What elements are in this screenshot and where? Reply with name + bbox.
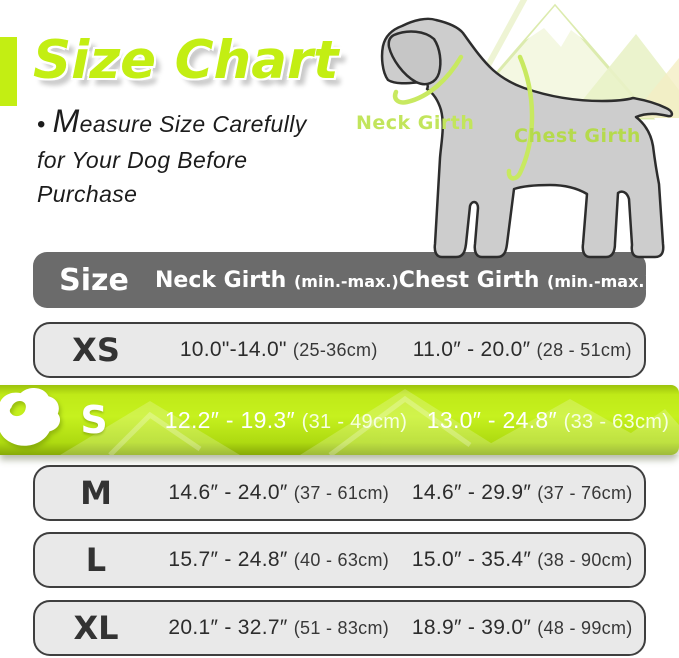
neck-girth-value: 12.2″ - 19.3″ (31 - 49cm) bbox=[164, 406, 408, 433]
neck-girth-value: 20.1″ - 32.7″ (51 - 83cm) bbox=[168, 616, 390, 639]
header-size: Size bbox=[59, 262, 129, 298]
bullet-icon: • bbox=[37, 111, 46, 138]
table-row-s-highlighted: S 12.2″ - 19.3″ (31 - 49cm) 13.0″ - 24.8… bbox=[0, 385, 679, 455]
header-chest-girth: Chest Girth (min.-max.) bbox=[398, 267, 652, 293]
table-row-xs: XS 10.0"-14.0" (25-36cm) 11.0″ - 20.0″ (… bbox=[33, 322, 646, 378]
dog-illustration bbox=[380, 0, 679, 259]
chest-girth-label: Chest Girth bbox=[514, 125, 641, 147]
neck-girth-value: 14.6″ - 24.0″ (37 - 61cm) bbox=[168, 481, 390, 504]
note-line3: Purchase bbox=[37, 181, 138, 207]
s-row-grid: S 12.2″ - 19.3″ (31 - 49cm) 13.0″ - 24.8… bbox=[33, 385, 679, 455]
note-line1: easure Size Carefully bbox=[79, 111, 307, 137]
page-title: Size Chart bbox=[33, 30, 339, 91]
size-label: XL bbox=[73, 609, 119, 647]
title-accent-bar bbox=[0, 37, 17, 106]
neck-girth-label: Neck Girth bbox=[356, 112, 475, 134]
chest-girth-value: 15.0″ - 35.4″ (38 - 90cm) bbox=[411, 548, 633, 571]
size-label: S bbox=[80, 398, 108, 442]
dog-body bbox=[380, 17, 674, 259]
neck-girth-value: 15.7″ - 24.8″ (40 - 63cm) bbox=[168, 548, 390, 571]
chest-girth-value: 14.6″ - 29.9″ (37 - 76cm) bbox=[411, 481, 633, 504]
measure-note: • Measure Size Carefully for Your Dog Be… bbox=[37, 104, 347, 212]
neck-girth-value: 10.0"-14.0" (25-36cm) bbox=[179, 338, 378, 361]
chest-girth-value: 18.9″ - 39.0″ (48 - 99cm) bbox=[411, 616, 633, 639]
size-label: L bbox=[85, 541, 107, 579]
header-neck-girth: Neck Girth (min.-max.) bbox=[155, 267, 399, 293]
chest-girth-line bbox=[506, 54, 535, 181]
table-row-xl: XL 20.1″ - 32.7″ (51 - 83cm) 18.9″ - 39.… bbox=[33, 600, 646, 656]
header-chest-sub: (min.-max.) bbox=[547, 271, 652, 291]
girth-lines bbox=[392, 54, 535, 181]
table-row-m: M 14.6″ - 24.0″ (37 - 61cm) 14.6″ - 29.9… bbox=[33, 465, 646, 521]
header-neck-sub: (min.-max.) bbox=[293, 271, 399, 291]
neck-girth-line bbox=[392, 54, 464, 105]
note-line2: for Your Dog Before bbox=[37, 146, 248, 173]
size-label: XS bbox=[72, 331, 120, 369]
chest-girth-value: 13.0″ - 24.8″ (33 - 63cm) bbox=[426, 406, 670, 433]
note-lead-letter: M bbox=[52, 103, 80, 139]
dog-head-icon bbox=[0, 388, 60, 446]
table-row-l: L 15.7″ - 24.8″ (40 - 63cm) 15.0″ - 35.4… bbox=[33, 532, 646, 588]
table-header-row: Size Neck Girth (min.-max.) Chest Girth … bbox=[33, 252, 652, 308]
size-label: M bbox=[80, 474, 112, 512]
chest-girth-value: 11.0″ - 20.0″ (28 - 51cm) bbox=[412, 338, 632, 361]
